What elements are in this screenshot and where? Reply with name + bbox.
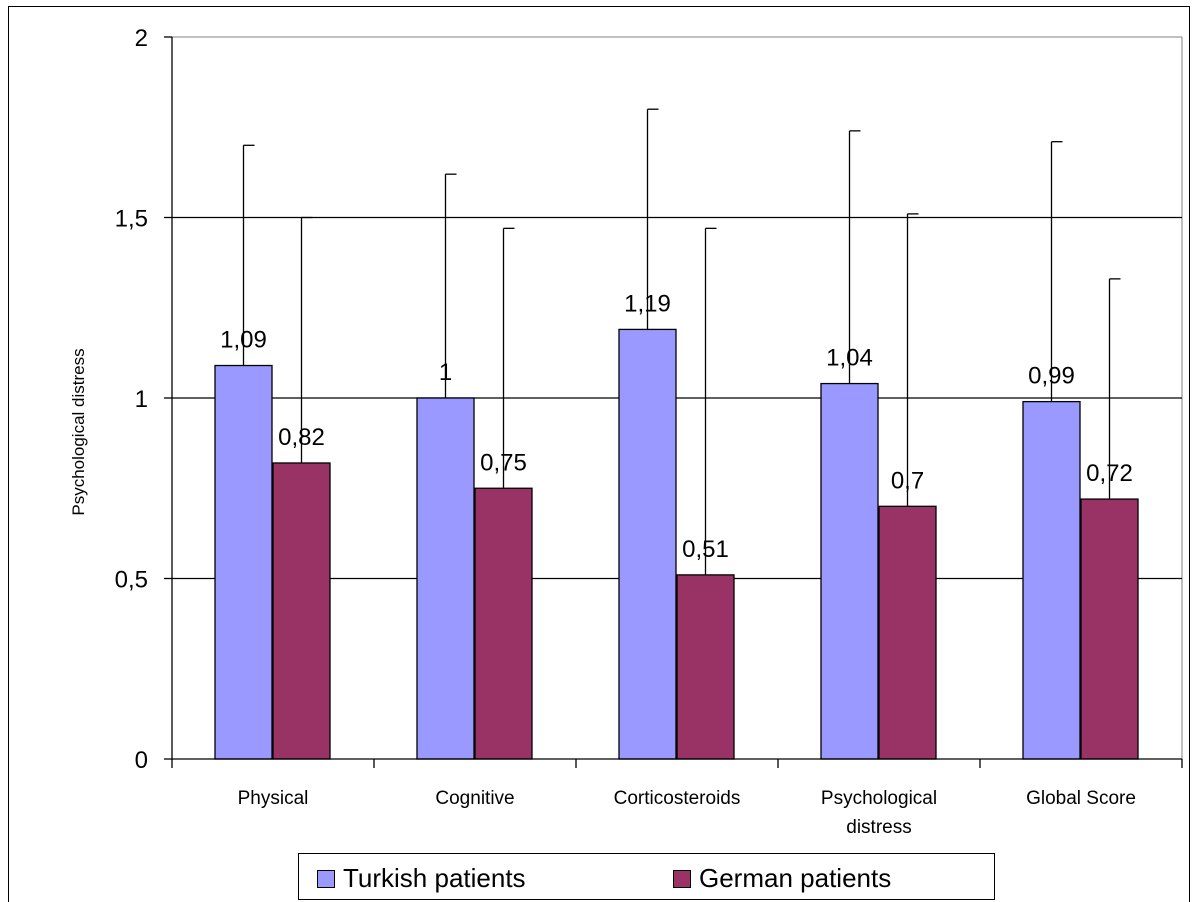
data-label: 1,04 xyxy=(826,345,873,372)
x-tick-label: Psychological xyxy=(821,788,937,809)
legend-label-german: German patients xyxy=(699,863,892,893)
data-label: 0,75 xyxy=(480,449,527,476)
data-label: 0,72 xyxy=(1086,460,1133,487)
y-axis-label: Psychological distress xyxy=(69,348,88,515)
bar xyxy=(820,382,879,760)
y-tick-label: 2 xyxy=(135,25,148,52)
legend: Turkish patients German patients xyxy=(298,853,995,900)
data-label: 1,19 xyxy=(624,290,671,317)
x-tick-label: Cognitive xyxy=(435,788,514,809)
legend-item-german: German patients xyxy=(673,863,891,894)
y-tick-label: 0,5 xyxy=(115,567,148,594)
y-tick-label: 1 xyxy=(135,386,148,413)
bar xyxy=(474,487,533,760)
x-tick-label: Corticosteroids xyxy=(614,788,741,809)
legend-item-turkish: Turkish patients xyxy=(317,863,526,894)
data-label: 1 xyxy=(439,359,452,386)
bar xyxy=(214,364,273,760)
data-label: 1,09 xyxy=(220,327,267,354)
bar xyxy=(1022,400,1081,760)
bar xyxy=(878,505,937,760)
x-tick-label: Global Score xyxy=(1026,788,1136,809)
y-tick-label: 1,5 xyxy=(115,206,148,233)
data-label: 0,51 xyxy=(682,536,729,563)
bar xyxy=(618,328,677,760)
y-tick-label: 0 xyxy=(135,747,148,774)
data-label: 0,7 xyxy=(891,467,924,494)
bar xyxy=(272,462,331,760)
x-tick-label: distress xyxy=(846,817,911,838)
legend-swatch-german xyxy=(673,869,691,888)
chart-frame xyxy=(8,6,1190,902)
data-label: 0,82 xyxy=(278,424,325,451)
data-label: 0,99 xyxy=(1028,363,1075,390)
legend-swatch-turkish xyxy=(317,869,335,888)
bar xyxy=(416,397,475,760)
legend-label-turkish: Turkish patients xyxy=(343,863,526,893)
bar xyxy=(676,574,735,760)
x-tick-label: Physical xyxy=(238,788,309,809)
bar xyxy=(1080,498,1139,760)
